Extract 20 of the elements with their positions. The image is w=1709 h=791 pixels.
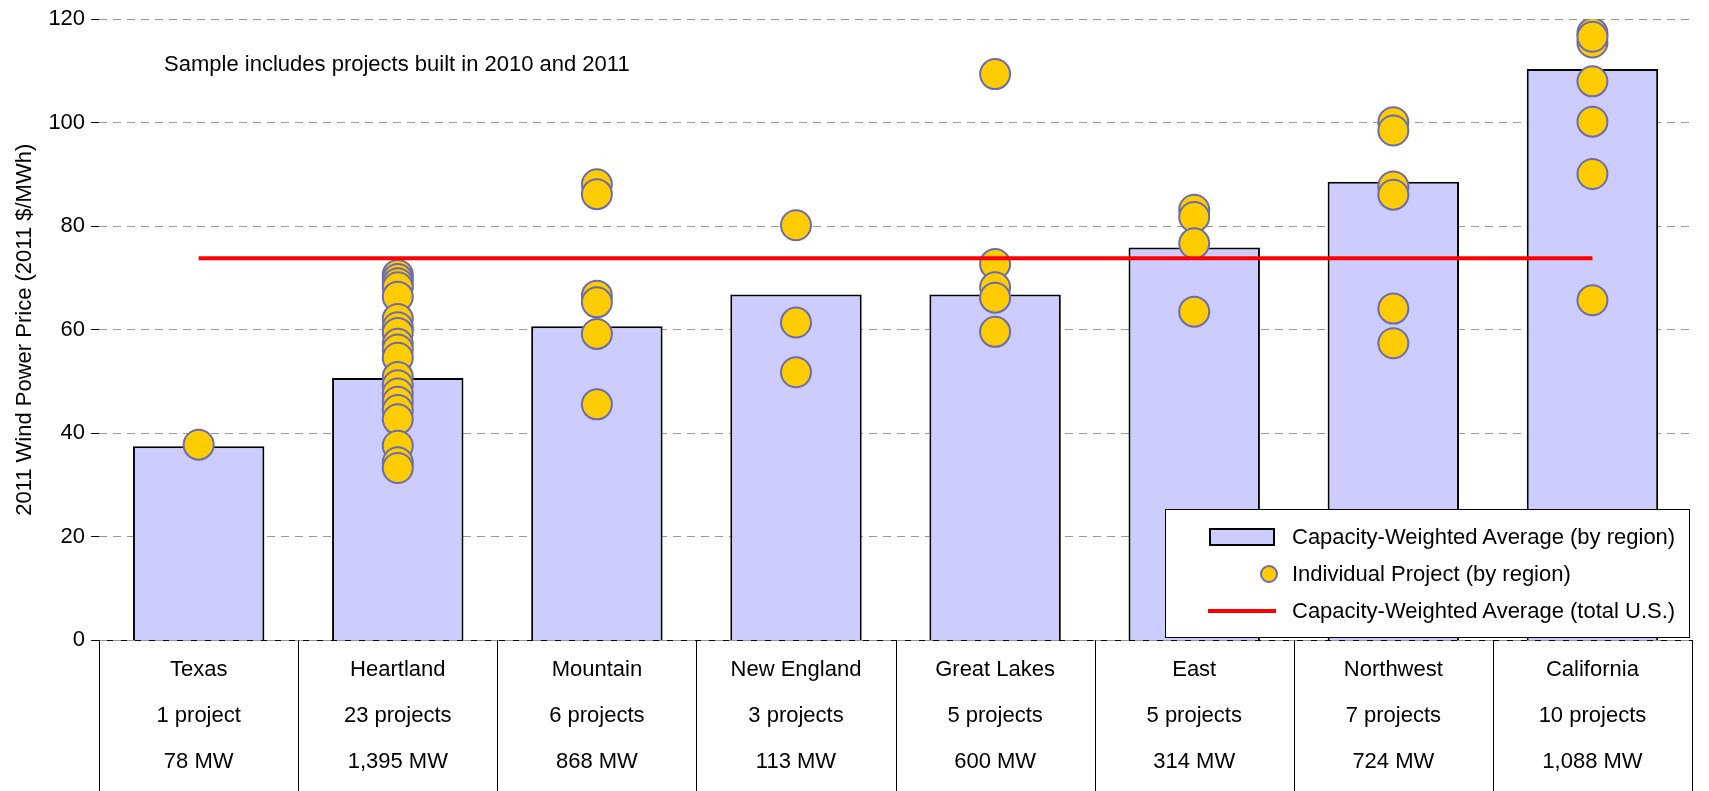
x-tick-label: Heartland 23 projects 1,395 MW xyxy=(343,655,452,773)
x-tick-label: California 10 projects 1,088 MW xyxy=(1538,655,1647,773)
x-tick-label: Northwest 7 projects 724 MW xyxy=(1343,655,1443,773)
x-tick-label: Mountain 6 projects 868 MW xyxy=(549,655,645,773)
x-tick-label: New England 3 projects 113 MW xyxy=(730,655,862,773)
legend-label: Individual Project (by region) xyxy=(1292,560,1571,587)
x-tick-label: Texas 1 project 78 MW xyxy=(156,655,241,773)
y-tick-label: 40 xyxy=(60,419,86,445)
y-axis-title: 2011 Wind Power Price (2011 $/MWh) xyxy=(11,143,37,516)
y-tick-label: 80 xyxy=(60,212,86,238)
y-tick-label: 100 xyxy=(48,108,86,134)
x-tick-label: East 5 projects 314 MW xyxy=(1146,655,1242,773)
y-tick-label: 0 xyxy=(72,626,86,652)
x-tick-label: Great Lakes 5 projects 600 MW xyxy=(935,655,1056,773)
annotation: Sample includes projects built in 2010 and 2011 xyxy=(164,51,630,77)
legend-label: Capacity-Weighted Average (total U.S.) xyxy=(1292,597,1676,624)
y-tick-label: 60 xyxy=(60,315,86,341)
y-tick-label: 20 xyxy=(60,522,86,548)
legend-label: Capacity-Weighted Average (by region) xyxy=(1292,523,1676,550)
y-tick-label: 120 xyxy=(48,5,86,31)
